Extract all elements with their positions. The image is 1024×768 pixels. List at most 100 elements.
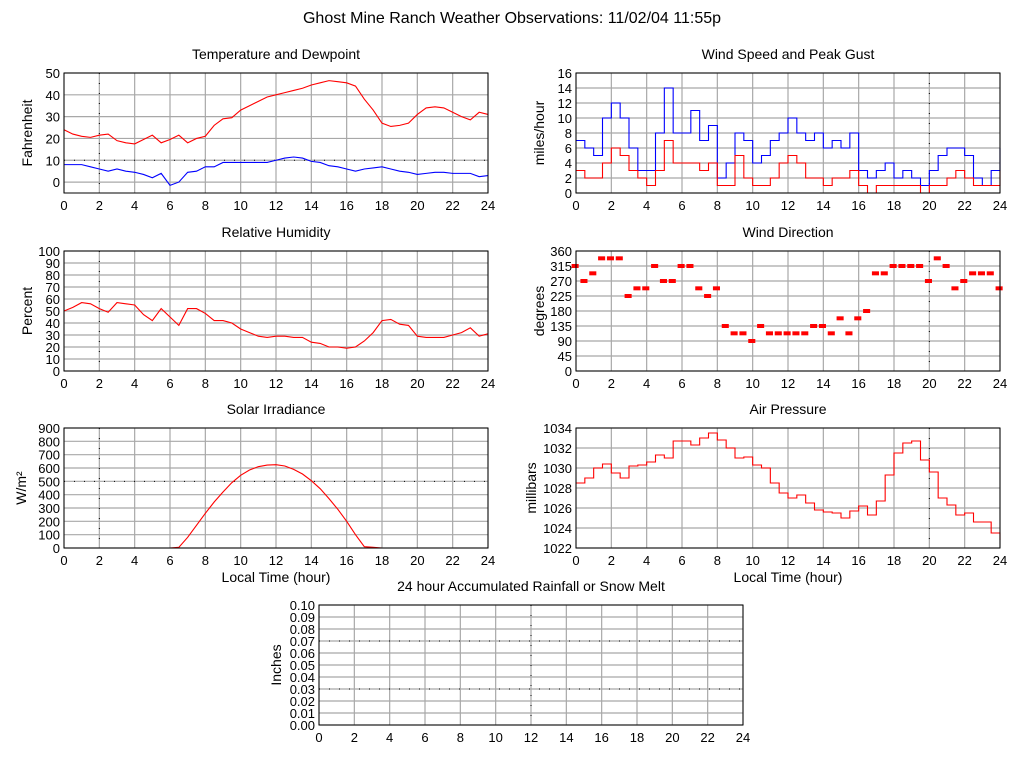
y-axis-label: Percent [19,287,35,335]
y-tick-label: 0.01 [290,706,315,721]
x-tick-label: 22 [445,553,459,568]
x-axis-label: Local Time (hour) [734,569,843,585]
wind-direction-point [783,331,791,336]
x-tick-label: 24 [993,553,1007,568]
x-tick-label: 12 [269,198,283,213]
y-tick-label: 0.04 [290,670,315,685]
wind-direction-point [863,309,871,313]
chart-title: Wind Speed and Peak Gust [702,46,875,62]
x-tick-label: 22 [957,376,971,391]
wind-direction-point [845,331,853,336]
plot-border [575,72,1001,194]
wind-direction-point [659,279,667,283]
x-tick-label: 2 [96,553,103,568]
y-tick-label: 300 [38,501,60,516]
wind-direction-point [642,286,650,291]
temperature-series-1 [64,156,489,187]
plot-border [63,427,489,549]
x-tick-label: 2 [608,553,615,568]
y-tick-label: 100 [38,528,60,543]
wind-direction-point [889,264,897,268]
wind-direction-point [836,316,844,321]
humidity-series-0 [63,302,489,349]
wind-direction-point [792,331,800,336]
y-tick-label: 200 [38,514,60,529]
x-tick-label: 24 [736,730,750,745]
x-tick-label: 18 [375,553,389,568]
x-tick-label: 18 [887,198,901,213]
x-tick-label: 2 [96,198,103,213]
x-tick-label: 24 [481,376,495,391]
x-tick-label: 16 [339,198,353,213]
wind-direction-point [933,256,941,261]
x-tick-label: 14 [816,553,830,568]
x-tick-label: 24 [481,553,495,568]
x-tick-label: 8 [202,198,209,213]
y-tick-label: 0.05 [290,658,315,673]
y-tick-label: 0.06 [290,646,315,661]
wind-direction-point [765,331,773,336]
wind-direction-point [969,271,977,276]
wind-direction-point [916,264,924,268]
rainfall-chart: 0 2 4 6 8 10 12 14 16 18 20 22 240.000.010.020.030.0… [268,578,750,745]
wind-direction-point [589,271,597,276]
x-tick-label: 22 [700,730,714,745]
wind-direction-point [651,264,659,268]
wind-direction-point [712,286,720,291]
y-tick-label: 0.03 [290,682,315,697]
page-title: Ghost Mine Ranch Weather Observations: 1… [303,10,721,27]
x-tick-label: 0 [315,730,322,745]
y-tick-label: 80 [46,268,60,283]
y-tick-label: 10 [558,111,572,126]
y-axis-label: miles/hour [531,100,547,165]
wind-direction-point [907,264,915,268]
x-tick-label: 12 [781,553,795,568]
y-tick-label: 400 [38,488,60,503]
plot-border [63,72,489,194]
plot-border [63,250,489,372]
y-tick-label: 10 [46,153,60,168]
x-tick-label: 16 [851,376,865,391]
y-tick-label: 1032 [543,441,572,456]
x-tick-label: 24 [993,198,1007,213]
y-tick-label: 70 [46,280,60,295]
x-tick-label: 12 [269,376,283,391]
wind-speed-series-0 [576,87,1001,187]
y-axis-label: millibars [523,462,539,513]
x-tick-label: 10 [233,376,247,391]
wind-direction-point [704,294,712,298]
wind-direction-point [571,264,579,268]
x-tick-label: 10 [233,198,247,213]
plot-border [318,604,744,726]
solar-chart: 0 2 4 6 8 10 12 14 16 18 20 22 240100200300400500600… [13,401,495,585]
x-tick-label: 10 [745,376,759,391]
y-axis-label: degrees [531,286,547,337]
x-tick-label: 0 [572,376,579,391]
x-tick-label: 16 [339,376,353,391]
x-tick-label: 0 [60,376,67,391]
x-tick-label: 14 [304,198,318,213]
y-tick-label: 1024 [543,521,572,536]
x-tick-label: 12 [781,198,795,213]
x-tick-label: 8 [457,730,464,745]
x-tick-label: 14 [816,376,830,391]
x-tick-label: 18 [630,730,644,745]
x-tick-label: 24 [481,198,495,213]
humidity-chart: 0 2 4 6 8 10 12 14 16 18 20 22 240102030405060708090… [19,224,495,391]
y-tick-label: 1028 [543,481,572,496]
x-tick-label: 22 [445,376,459,391]
wind-direction-point [774,331,782,336]
x-tick-label: 20 [922,553,936,568]
y-tick-label: 20 [46,340,60,355]
plot-border [575,250,1001,372]
x-tick-label: 4 [131,198,138,213]
y-tick-label: 90 [46,256,60,271]
x-tick-label: 4 [643,553,650,568]
x-tick-label: 8 [714,376,721,391]
x-tick-label: 2 [351,730,358,745]
x-tick-label: 20 [410,553,424,568]
wind-direction-point [898,264,906,268]
x-tick-label: 4 [131,376,138,391]
